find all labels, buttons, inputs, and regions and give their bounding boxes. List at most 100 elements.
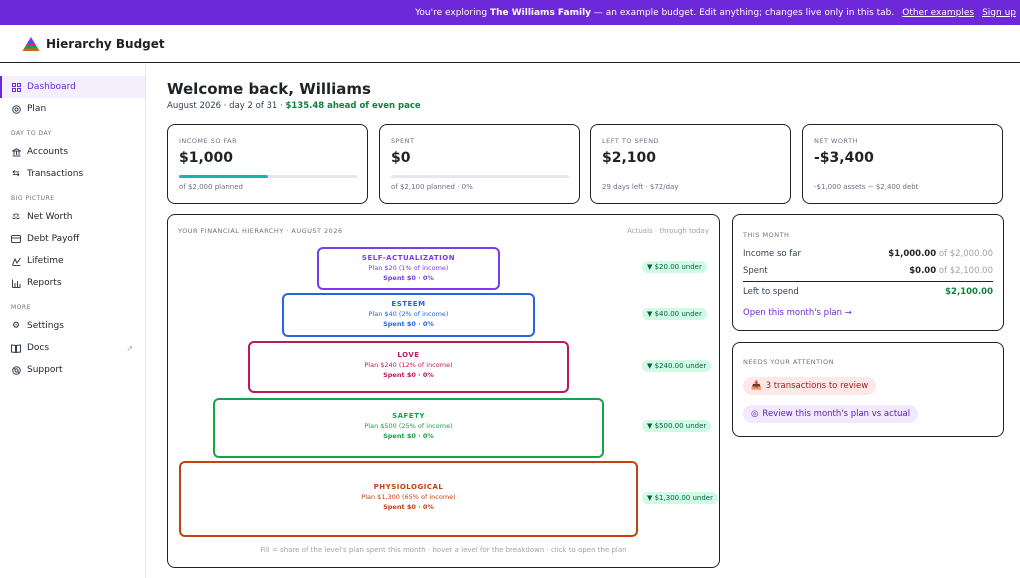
- spent-row: Spent $0.00 of $2,100.00: [743, 266, 993, 276]
- level-name: PHYSIOLOGICAL: [373, 483, 444, 491]
- stat-card-income[interactable]: INCOME SO FAR $1,000 of $2,000 planned: [167, 124, 368, 204]
- sidebar-item-label: Docs: [27, 343, 50, 353]
- level-safety[interactable]: SAFETY Plan $500 (25% of income) Spent $…: [213, 398, 604, 458]
- bar-chart-icon: [11, 278, 21, 288]
- lifebuoy-icon: [11, 365, 21, 375]
- this-month-label: THIS MONTH: [743, 231, 790, 239]
- left-to-spend-row: Left to spend $2,100.00: [743, 287, 993, 297]
- stat-label: INCOME SO FAR: [179, 137, 238, 145]
- app-header: Hierarchy Budget: [0, 25, 1020, 63]
- sidebar-item-net-worth[interactable]: ⚖ Net Worth: [0, 206, 145, 228]
- level-spent: Spent $0 · 0%: [383, 432, 434, 440]
- dashboard-icon: [11, 82, 21, 92]
- sidebar-item-support[interactable]: Support: [0, 359, 145, 381]
- stat-value: -$3,400: [814, 150, 874, 166]
- review-transactions-chip[interactable]: 📥 3 transactions to review: [743, 377, 877, 395]
- level-name: LOVE: [397, 351, 420, 359]
- level-spent: Spent $0 · 0%: [383, 274, 434, 282]
- pyramid-logo-icon[interactable]: [22, 36, 40, 52]
- sidebar-item-label: Settings: [27, 321, 64, 331]
- other-examples-link[interactable]: Other examples: [902, 7, 975, 18]
- sidebar-item-lifetime[interactable]: Lifetime: [0, 250, 145, 272]
- hierarchy-actuals-note: Actuals · through today: [627, 227, 709, 235]
- level-spent: Spent $0 · 0%: [383, 503, 434, 511]
- level-status-pill: ▼ $20.00 under: [642, 261, 707, 273]
- inbox-icon: 📥: [751, 381, 762, 391]
- level-name: ESTEEM: [391, 300, 426, 308]
- sidebar-item-label: Plan: [27, 104, 47, 114]
- sidebar-section-day: DAY TO DAY: [11, 130, 52, 137]
- sidebar-section-more: MORE: [11, 304, 31, 311]
- income-progress-bar: [179, 175, 357, 178]
- sidebar-item-reports[interactable]: Reports: [0, 272, 145, 294]
- sidebar-item-accounts[interactable]: Accounts: [0, 141, 145, 163]
- scale-icon: ⚖: [11, 212, 21, 222]
- needs-attention-card: NEEDS YOUR ATTENTION 📥 3 transactions to…: [732, 342, 1004, 437]
- open-plan-link[interactable]: Open this month's plan →: [743, 308, 852, 318]
- stat-value: $1,000: [179, 150, 234, 166]
- external-link-icon: ↗: [126, 343, 133, 353]
- level-plan: Plan $20 (1% of income): [368, 264, 449, 272]
- sidebar-item-dashboard[interactable]: Dashboard: [0, 76, 145, 98]
- pace-indicator: $135.48 ahead of even pace: [285, 101, 421, 111]
- sidebar-item-label: Support: [27, 365, 63, 375]
- sign-up-link[interactable]: Sign up: [982, 7, 1016, 18]
- sidebar-item-debt-payoff[interactable]: Debt Payoff: [0, 228, 145, 250]
- app-name[interactable]: Hierarchy Budget: [46, 36, 165, 51]
- level-love[interactable]: LOVE Plan $240 (12% of income) Spent $0 …: [248, 341, 569, 393]
- stat-card-spent[interactable]: SPENT $0 of $2,100 planned · 0%: [379, 124, 580, 204]
- level-status-pill: ▼ $40.00 under: [642, 308, 707, 320]
- sidebar-item-settings[interactable]: ⚙ Settings: [0, 315, 145, 337]
- stat-label: LEFT TO SPEND: [602, 137, 660, 145]
- sidebar: Dashboard Plan DAY TO DAY Accounts ⇆ Tra…: [0, 64, 146, 578]
- level-plan: Plan $240 (12% of income): [364, 361, 453, 369]
- target-icon: [11, 104, 21, 114]
- sidebar-item-label: Accounts: [27, 147, 69, 157]
- stat-foot: 29 days left · $72/day: [602, 183, 679, 191]
- stat-foot: of $2,100 planned · 0%: [391, 183, 473, 191]
- sidebar-item-label: Dashboard: [27, 82, 76, 92]
- level-name: SAFETY: [392, 412, 425, 420]
- page-subtitle: August 2026 · day 2 of 31 · $135.48 ahea…: [167, 101, 421, 111]
- banner-text: You're exploring The Williams Family — a…: [415, 7, 895, 18]
- page-title: Welcome back, Williams: [167, 80, 371, 98]
- level-status-pill: ▼ $1,300.00 under: [642, 492, 718, 504]
- sidebar-item-label: Lifetime: [27, 256, 64, 266]
- sidebar-item-transactions[interactable]: ⇆ Transactions: [0, 163, 145, 185]
- stat-card-net-worth[interactable]: NET WORTH -$3,400 -$1,000 assets − $2,40…: [802, 124, 1003, 204]
- spent-progress-bar: [391, 175, 569, 178]
- sidebar-item-docs[interactable]: Docs ↗: [0, 337, 145, 359]
- financial-hierarchy-panel: YOUR FINANCIAL HIERARCHY · AUGUST 2026 A…: [167, 214, 720, 568]
- sidebar-item-label: Transactions: [27, 169, 84, 179]
- level-spent: Spent $0 · 0%: [383, 320, 434, 328]
- review-plan-chip[interactable]: ◎ Review this month's plan vs actual: [743, 405, 919, 423]
- sidebar-item-label: Debt Payoff: [27, 234, 80, 244]
- level-physiological[interactable]: PHYSIOLOGICAL Plan $1,300 (65% of income…: [179, 461, 638, 537]
- stat-value: $2,100: [602, 150, 657, 166]
- sidebar-item-label: Net Worth: [27, 212, 73, 222]
- level-name: SELF-ACTUALIZATION: [361, 254, 456, 262]
- hierarchy-title: YOUR FINANCIAL HIERARCHY · AUGUST 2026: [178, 227, 343, 235]
- level-esteem[interactable]: ESTEEM Plan $40 (2% of income) Spent $0 …: [282, 293, 535, 337]
- level-plan: Plan $500 (25% of income): [364, 422, 453, 430]
- stat-foot: -$1,000 assets − $2,400 debt: [814, 183, 919, 191]
- level-status-pill: ▼ $500.00 under: [642, 420, 712, 432]
- level-self-actualization[interactable]: SELF-ACTUALIZATION Plan $20 (1% of incom…: [317, 247, 500, 290]
- gear-icon: ⚙: [11, 321, 21, 331]
- level-plan: Plan $40 (2% of income): [368, 310, 449, 318]
- stat-card-left-to-spend[interactable]: LEFT TO SPEND $2,100 29 days left · $72/…: [590, 124, 791, 204]
- book-icon: [11, 343, 21, 353]
- hierarchy-footnote: Fill = share of the level's plan spent t…: [260, 546, 627, 554]
- target-icon: ◎: [751, 409, 759, 419]
- chart-line-icon: [11, 256, 21, 266]
- needs-attention-label: NEEDS YOUR ATTENTION: [743, 358, 834, 366]
- income-row: Income so far $1,000.00 of $2,000.00: [743, 249, 993, 259]
- arrows-icon: ⇆: [12, 169, 20, 179]
- sidebar-item-plan[interactable]: Plan: [0, 98, 145, 120]
- stat-label: NET WORTH: [814, 137, 858, 145]
- stat-value: $0: [391, 150, 411, 166]
- divider: [743, 281, 993, 282]
- level-plan: Plan $1,300 (65% of income): [361, 493, 456, 501]
- level-status-pill: ▼ $240.00 under: [642, 360, 712, 372]
- demo-banner: You're exploring The Williams Family — a…: [0, 0, 1020, 25]
